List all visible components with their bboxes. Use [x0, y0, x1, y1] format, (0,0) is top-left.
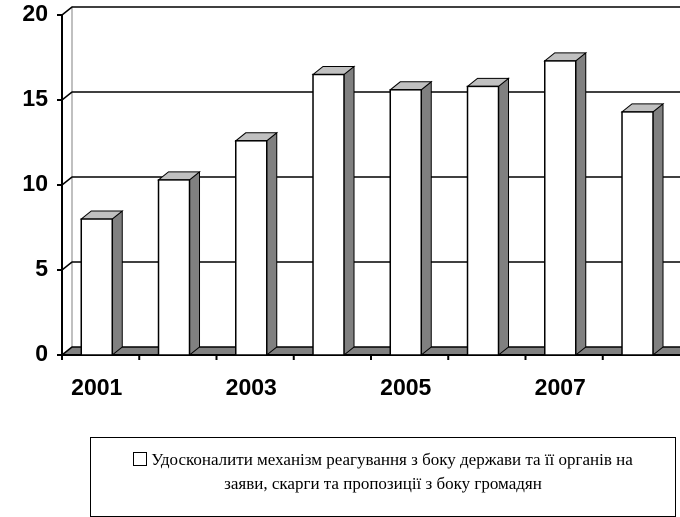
bar-side [266, 131, 278, 357]
x-tick-label: 2003 [226, 374, 277, 400]
bar [235, 140, 268, 356]
legend-swatch [133, 452, 148, 466]
bar-side [343, 65, 355, 357]
x-tick-label: 2001 [71, 374, 122, 400]
page: 0 5 10 15 20 2001 2003 2005 2007 Удосконалити ме… [22, 0, 680, 517]
bar-side [498, 77, 510, 357]
y-tick-label: 10 [22, 170, 48, 196]
chart: 0 5 10 15 20 2001 2003 2005 2007 [22, 0, 680, 400]
y-tick-label: 20 [22, 0, 48, 26]
floor [60, 346, 680, 356]
grid-line [61, 6, 680, 16]
legend: Удосконалити механізм реагування з боку … [90, 437, 676, 517]
bar [80, 218, 114, 356]
bar-side [575, 51, 587, 357]
bar [621, 111, 654, 356]
bar-side [652, 102, 664, 357]
bar-side [111, 209, 123, 357]
x-tick-label: 2007 [535, 374, 586, 400]
bar-side [189, 170, 201, 357]
legend-label: Удосконалити механізм реагування з боку … [151, 450, 633, 493]
y-tick-label: 5 [35, 255, 48, 281]
x-tick-label: 2005 [380, 374, 431, 400]
y-tick-label: 0 [35, 340, 48, 366]
bar [157, 179, 191, 356]
y-tick-label: 15 [22, 85, 48, 111]
bar [544, 60, 577, 356]
bar [466, 85, 500, 356]
bar [312, 73, 345, 356]
bar-side [420, 80, 432, 357]
bar [389, 89, 423, 356]
